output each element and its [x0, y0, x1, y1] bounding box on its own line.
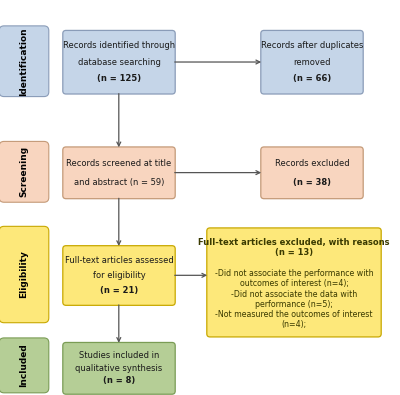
- FancyBboxPatch shape: [0, 226, 49, 323]
- Text: (n = 21): (n = 21): [100, 286, 138, 295]
- Text: Full-text articles excluded, with reasons: Full-text articles excluded, with reason…: [198, 238, 390, 247]
- Text: Identification: Identification: [20, 27, 28, 96]
- FancyBboxPatch shape: [207, 228, 381, 337]
- Text: (n = 125): (n = 125): [97, 74, 141, 83]
- Text: Included: Included: [20, 344, 28, 387]
- Text: performance (n=5);: performance (n=5);: [255, 300, 333, 309]
- Text: (n=4);: (n=4);: [282, 320, 306, 329]
- Text: Eligibility: Eligibility: [20, 250, 28, 299]
- FancyBboxPatch shape: [0, 26, 49, 97]
- Text: database searching: database searching: [78, 58, 160, 67]
- Text: (n = 8): (n = 8): [103, 376, 135, 386]
- Text: and abstract (n = 59): and abstract (n = 59): [74, 178, 164, 187]
- FancyBboxPatch shape: [63, 147, 175, 199]
- Text: (n = 13): (n = 13): [275, 248, 313, 258]
- FancyBboxPatch shape: [261, 30, 363, 94]
- Text: outcomes of interest (n=4);: outcomes of interest (n=4);: [240, 279, 348, 288]
- Text: qualitative synthesis: qualitative synthesis: [75, 364, 163, 373]
- Text: -Did not associate the data with: -Did not associate the data with: [231, 290, 357, 299]
- FancyBboxPatch shape: [63, 342, 175, 394]
- FancyBboxPatch shape: [63, 246, 175, 305]
- Text: Records identified through: Records identified through: [63, 41, 175, 50]
- Text: Records screened at title: Records screened at title: [66, 159, 172, 168]
- FancyBboxPatch shape: [261, 147, 363, 199]
- Text: Records excluded: Records excluded: [275, 159, 349, 168]
- Text: Records after duplicates: Records after duplicates: [261, 41, 363, 50]
- Text: -Did not associate the performance with: -Did not associate the performance with: [215, 269, 373, 278]
- FancyBboxPatch shape: [0, 338, 49, 393]
- Text: (n = 38): (n = 38): [293, 178, 331, 187]
- Text: for eligibility: for eligibility: [93, 271, 145, 280]
- Text: (n = 66): (n = 66): [293, 74, 331, 83]
- Text: Full-text articles assessed: Full-text articles assessed: [65, 256, 173, 265]
- Text: Screening: Screening: [20, 146, 28, 198]
- Text: -Not measured the outcomes of interest: -Not measured the outcomes of interest: [215, 310, 373, 319]
- Text: removed: removed: [293, 58, 331, 67]
- FancyBboxPatch shape: [0, 141, 49, 202]
- Text: Studies included in: Studies included in: [79, 351, 159, 360]
- FancyBboxPatch shape: [63, 30, 175, 94]
